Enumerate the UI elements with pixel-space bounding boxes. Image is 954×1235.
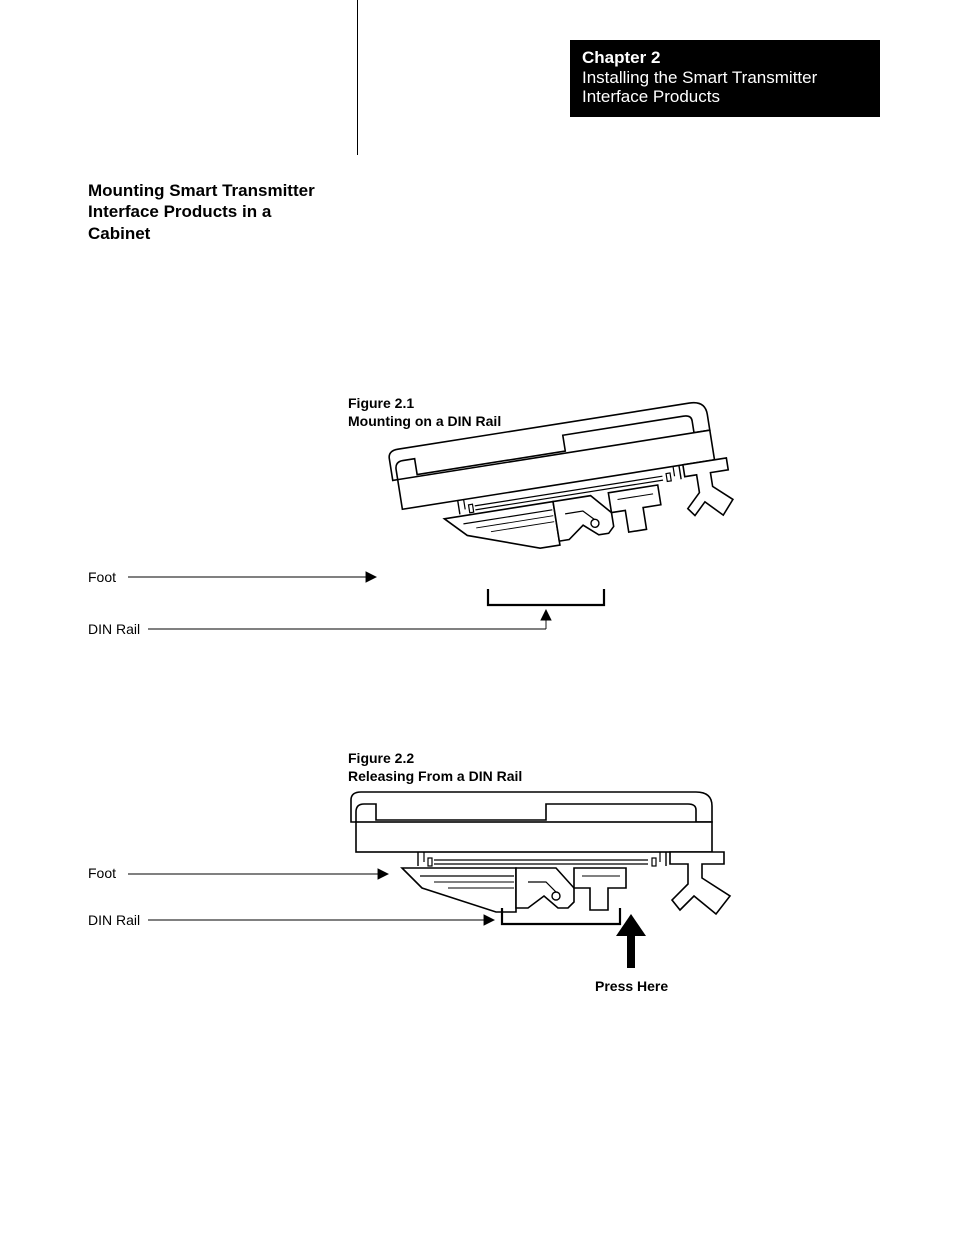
header-divider bbox=[357, 0, 358, 155]
section-heading: Mounting Smart Transmitter Interface Pro… bbox=[88, 180, 338, 244]
chapter-number: Chapter 2 bbox=[582, 48, 868, 68]
figure-1-diagram bbox=[88, 430, 738, 650]
page: Chapter 2 Installing the Smart Transmitt… bbox=[0, 0, 954, 1235]
figure-2-number: Figure 2.2 bbox=[348, 750, 414, 766]
figure-1-caption: Figure 2.1 Mounting on a DIN Rail bbox=[348, 395, 501, 430]
chapter-title: Installing the Smart Transmitter Interfa… bbox=[582, 68, 868, 107]
figure-2-caption: Figure 2.2 Releasing From a DIN Rail bbox=[348, 750, 522, 785]
figure-2-diagram bbox=[88, 782, 738, 992]
chapter-header: Chapter 2 Installing the Smart Transmitt… bbox=[570, 40, 880, 117]
figure-1-number: Figure 2.1 bbox=[348, 395, 414, 411]
figure-1-title: Mounting on a DIN Rail bbox=[348, 413, 501, 429]
